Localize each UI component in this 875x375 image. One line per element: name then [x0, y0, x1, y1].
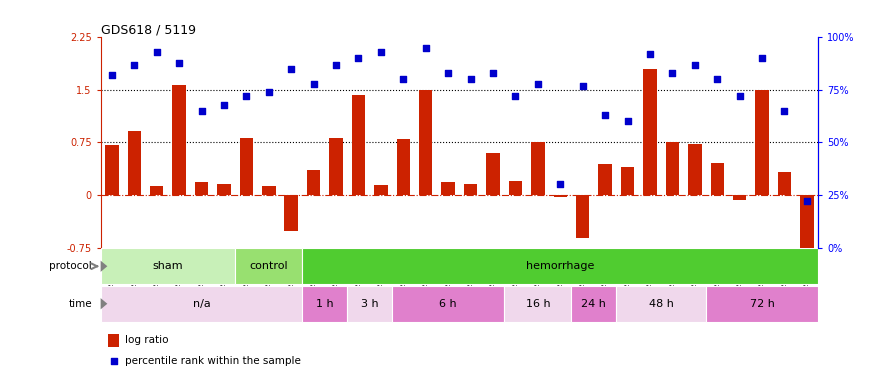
Bar	[706, 286, 818, 322]
Point	[107, 358, 121, 364]
Point	[217, 102, 231, 108]
Text: time: time	[68, 299, 92, 309]
Bar	[352, 95, 365, 195]
Bar	[621, 167, 634, 195]
Text: 1 h: 1 h	[316, 299, 333, 309]
Bar	[307, 171, 320, 195]
Bar	[101, 248, 235, 284]
Bar	[442, 182, 455, 195]
Point	[620, 118, 634, 124]
Bar	[392, 286, 504, 322]
Bar	[235, 248, 303, 284]
Point	[755, 56, 769, 62]
Text: 48 h: 48 h	[648, 299, 674, 309]
Text: GDS618 / 5119: GDS618 / 5119	[101, 23, 196, 36]
Point	[778, 108, 792, 114]
Bar	[733, 195, 746, 200]
Bar	[576, 195, 590, 238]
Polygon shape	[101, 298, 108, 309]
Bar	[101, 286, 303, 322]
Bar	[240, 138, 253, 195]
Text: 72 h: 72 h	[750, 299, 774, 309]
Bar	[303, 286, 347, 322]
Text: 3 h: 3 h	[360, 299, 379, 309]
Bar	[504, 286, 571, 322]
Point	[396, 76, 410, 82]
Text: control: control	[249, 261, 288, 271]
Point	[598, 112, 612, 118]
Bar	[284, 195, 298, 231]
Point	[576, 83, 590, 89]
Bar	[329, 138, 343, 195]
Bar	[195, 182, 208, 195]
Bar	[801, 195, 814, 252]
Point	[508, 93, 522, 99]
Bar	[347, 286, 392, 322]
Bar	[531, 142, 544, 195]
Text: hemorrhage: hemorrhage	[526, 261, 594, 271]
Bar	[508, 181, 522, 195]
Bar	[616, 286, 706, 322]
Text: log ratio: log ratio	[125, 335, 169, 345]
Point	[800, 198, 814, 204]
Point	[352, 56, 366, 62]
Point	[531, 81, 545, 87]
Point	[643, 51, 657, 57]
Point	[194, 108, 208, 114]
Bar	[778, 172, 791, 195]
Text: 16 h: 16 h	[526, 299, 550, 309]
Point	[262, 89, 276, 95]
Text: sham: sham	[152, 261, 183, 271]
Bar	[487, 153, 500, 195]
Bar	[666, 142, 679, 195]
Bar	[128, 130, 141, 195]
Bar	[262, 186, 276, 195]
Polygon shape	[101, 261, 108, 272]
Point	[172, 60, 186, 66]
Bar	[217, 184, 231, 195]
Point	[710, 76, 724, 82]
Bar	[571, 286, 616, 322]
Point	[553, 182, 567, 188]
Bar	[710, 164, 724, 195]
Point	[240, 93, 254, 99]
Text: percentile rank within the sample: percentile rank within the sample	[125, 356, 301, 366]
Point	[306, 81, 320, 87]
Point	[284, 66, 298, 72]
Bar	[419, 90, 432, 195]
Bar	[105, 145, 119, 195]
Bar	[643, 69, 656, 195]
Text: 6 h: 6 h	[439, 299, 457, 309]
Point	[150, 49, 164, 55]
Point	[419, 45, 433, 51]
Point	[464, 76, 478, 82]
Text: 24 h: 24 h	[582, 299, 606, 309]
Bar	[396, 139, 410, 195]
Point	[127, 62, 141, 68]
Bar	[464, 184, 478, 195]
Point	[374, 49, 388, 55]
Point	[329, 62, 343, 68]
Point	[486, 70, 500, 76]
Bar	[598, 164, 612, 195]
Point	[441, 70, 455, 76]
Point	[665, 70, 679, 76]
Point	[688, 62, 702, 68]
Bar	[108, 334, 119, 346]
Text: protocol: protocol	[49, 261, 92, 271]
Bar	[688, 144, 702, 195]
Point	[732, 93, 746, 99]
Bar	[303, 248, 818, 284]
Bar	[755, 90, 769, 195]
Bar	[554, 195, 567, 197]
Bar	[172, 85, 186, 195]
Text: n/a: n/a	[192, 299, 210, 309]
Bar	[374, 185, 388, 195]
Bar	[150, 186, 164, 195]
Point	[105, 72, 119, 78]
